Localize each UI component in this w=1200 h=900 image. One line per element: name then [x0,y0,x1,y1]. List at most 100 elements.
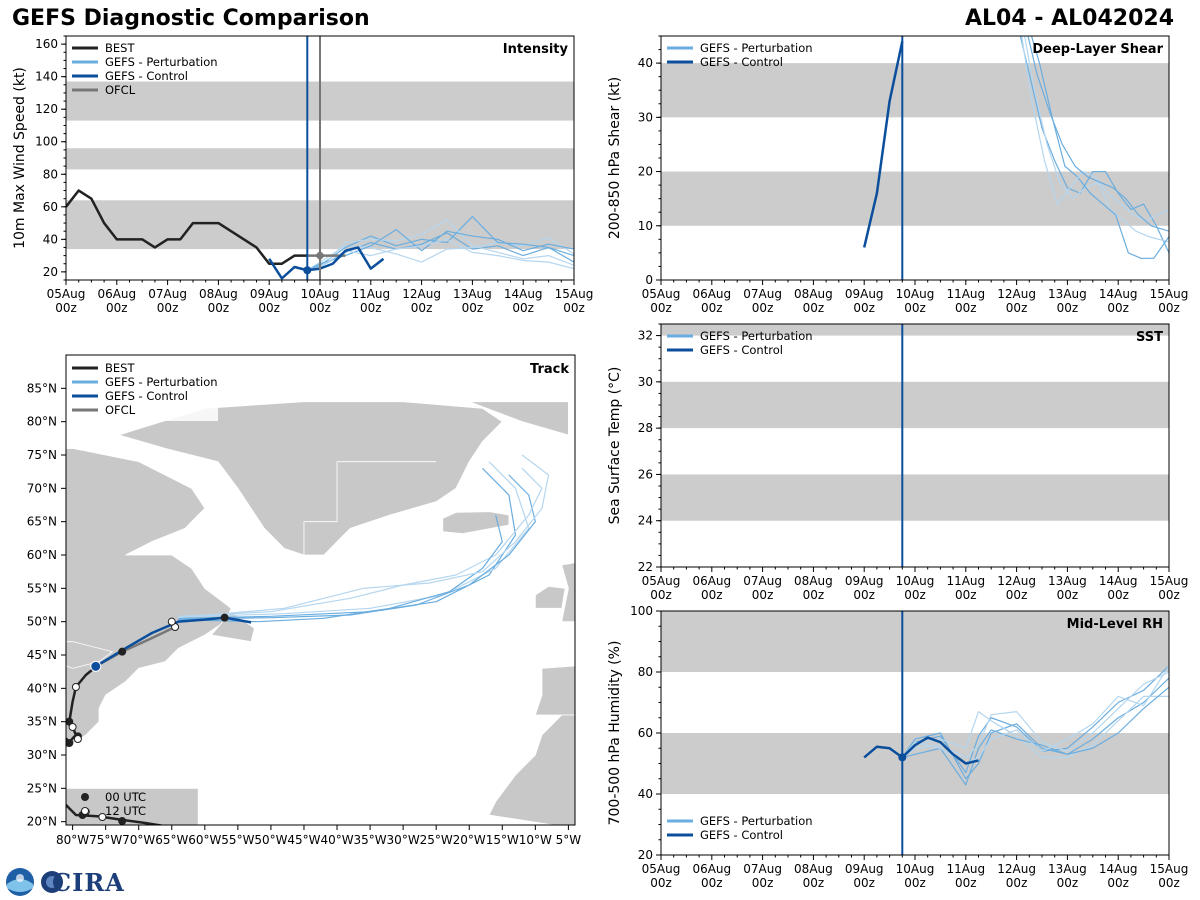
rh-xtick-hour: 00z [853,876,875,890]
sst-xtick-day: 05Aug [642,574,681,588]
rh-xtick-day: 11Aug [946,862,985,876]
great-lakes-region [66,641,114,669]
intensity-perturbation-line [307,219,574,271]
africa-landmass [488,714,575,825]
intensity-ytick-label: 20 [43,265,58,279]
sst-band [661,381,1169,429]
rh-legend-label: GEFS - Control [700,828,783,842]
shear-xtick-day: 08Aug [794,287,833,301]
rh-xtick-hour: 00z [1057,876,1079,890]
intensity-control-init-marker [303,266,312,275]
rh-perturbation-line [901,671,1169,759]
britain-landmass [561,562,575,623]
track-best-marker [98,813,107,821]
shear-xtick-day: 12Aug [997,287,1036,301]
shear-xtick-hour: 00z [650,301,672,315]
shear-xtick-hour: 00z [904,301,926,315]
track-best-marker [68,723,77,731]
track-perturbation-line [178,514,503,623]
track-xtick-label: 15°W [486,833,519,847]
track-legend-marker-label: 12 UTC [105,804,146,818]
sst-ylabel: Sea Surface Temp (°C) [607,367,623,525]
rh-perturbation-line [901,665,1169,765]
shear-xtick-day: 07Aug [743,287,782,301]
track-xtick-label: 70°W [122,833,155,847]
intensity-xtick-hour: 00z [157,301,179,315]
sst-xtick-day: 09Aug [845,574,884,588]
sst-xtick-day: 10Aug [896,574,935,588]
rh-xtick-hour: 00z [701,876,723,890]
shear-xtick-hour: 00z [955,301,977,315]
track-ytick-label: 40°N [27,681,57,695]
rh-xtick-day: 12Aug [997,862,1036,876]
track-ytick-label: 25°N [27,781,57,795]
track-xtick-label: 10°W [519,833,552,847]
shear-legend-label: GEFS - Control [700,55,783,69]
sst-xtick-day: 08Aug [794,574,833,588]
intensity-xtick-hour: 00z [106,301,128,315]
shear-ytick-label: 40 [638,56,653,70]
track-control-marker [167,617,176,626]
track-legend-label: BEST [105,361,135,375]
cira-logo: CIRA [4,866,124,898]
intensity-xtick-hour: 00z [411,301,433,315]
shear-xtick-day: 15Aug [1150,287,1189,301]
track-ytick-label: 45°N [27,648,57,662]
track-legend-marker [81,793,89,801]
rh-ytick-label: 80 [638,665,653,679]
track-xtick-label: 50°W [254,833,287,847]
shear-xtick-hour: 00z [1158,301,1180,315]
rh-xtick-day: 13Aug [1048,862,1087,876]
rh-perturbation-line [901,677,1169,780]
intensity-legend-label: OFCL [105,83,136,97]
intensity-xtick-hour: 00z [258,301,280,315]
rh-title: Mid-Level RH [1067,617,1163,632]
iceland-landmass [442,511,510,535]
sst-xtick-hour: 00z [853,588,875,602]
track-xtick-label: 55°W [221,833,254,847]
track-xtick-label: 65°W [155,833,188,847]
rh-perturbation-line [901,665,1169,774]
intensity-xtick-day: 05Aug [47,287,86,301]
intensity-xtick-hour: 00z [55,301,77,315]
intensity-xtick-day: 14Aug [504,287,543,301]
track-best-marker [118,817,127,825]
intensity-ytick-label: 100 [35,135,58,149]
track-xtick-label: 30°W [387,833,420,847]
rh-xtick-day: 06Aug [692,862,731,876]
rh-band [661,733,1169,794]
rh-xtick-day: 08Aug [794,862,833,876]
track-map: 80°W 75°W 70°W 65°W 60°W 55°W 50°W 45°W 40°W 35°W… [27,354,581,847]
track-ytick-label: 70°N [27,481,57,495]
shear-ylabel: 200-850 hPa Shear (kt) [607,77,623,239]
shear-perturbation-line [1030,36,1169,259]
iberia-landmass [534,665,575,716]
intensity-chart: 2040608010012014016005Aug00z06Aug00z07Au… [12,35,593,315]
track-control-marker [220,613,229,622]
rh-xtick-day: 10Aug [896,862,935,876]
rh-xtick-hour: 00z [650,876,672,890]
rh-legend-label: GEFS - Perturbation [700,814,813,828]
shear-plot: 01020304005Aug00z06Aug00z07Aug00z08Aug00… [607,35,1189,315]
intensity-ylabel: 10m Max Wind Speed (kt) [12,67,28,249]
sst-xtick-hour: 00z [1158,588,1180,602]
track-legend-label: GEFS - Perturbation [105,375,218,389]
sst-xtick-day: 13Aug [1048,574,1087,588]
rh-xtick-day: 07Aug [743,862,782,876]
shear-perturbation-line [1021,36,1169,221]
intensity-legend-label: BEST [105,41,135,55]
sst-legend-label: GEFS - Control [700,343,783,357]
intensity-legend-label: GEFS - Perturbation [105,55,218,69]
north-america-landmass [66,447,232,789]
svalbard-landmass [469,401,569,436]
sst-band [661,474,1169,521]
shear-xtick-hour: 00z [701,301,723,315]
rh-band [661,611,1169,672]
shear-ytick-label: 0 [645,273,653,287]
track-perturbation-line [178,454,550,619]
shear-band [661,63,1169,118]
shear-xtick-day: 09Aug [845,287,884,301]
intensity-xtick-hour: 00z [563,301,585,315]
track-perturbation-line [178,474,536,620]
track-ytick-label: 65°N [27,515,57,529]
